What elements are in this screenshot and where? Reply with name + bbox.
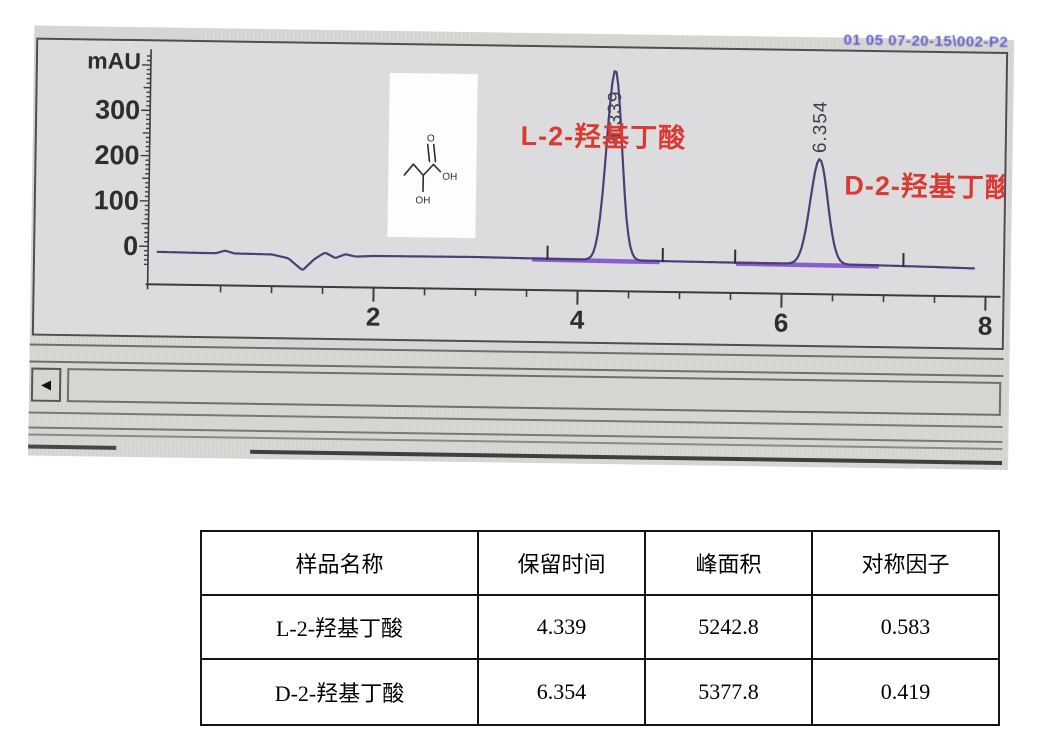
left-arrow-icon: ◀ <box>41 376 52 392</box>
chromatogram-photo: 01 05 07-20-15\002-P2 0 100 200 300 mAU 2 4 6 8 O… <box>28 25 1015 471</box>
table-cell: D-2-羟基丁酸 <box>200 658 479 726</box>
table-header-row: 样品名称 保留时间 峰面积 对称因子 <box>200 530 1000 596</box>
svg-text:0: 0 <box>123 231 138 261</box>
table-cell: 4.339 <box>477 594 646 660</box>
panel-divider-bar <box>28 411 1003 443</box>
table-header-cell: 峰面积 <box>644 530 813 596</box>
svg-text:OH: OH <box>442 172 457 183</box>
table-cell: 5242.8 <box>644 594 813 660</box>
table-cell: 6.354 <box>477 658 646 726</box>
scroll-left-button[interactable]: ◀ <box>30 367 62 402</box>
horizontal-scrollbar-track[interactable] <box>66 368 1002 416</box>
table-row: D-2-羟基丁酸 6.354 5377.8 0.419 <box>200 658 1000 726</box>
svg-text:OH: OH <box>415 195 430 206</box>
peak-name-annotation: D-2-羟基丁酸 <box>844 170 1006 203</box>
peak-name-annotation: L-2-羟基丁酸 <box>520 120 686 153</box>
table-header-cell: 样品名称 <box>200 530 479 596</box>
chromatogram-frame: 0 100 200 300 mAU 2 4 6 8 O OH OH 4.339 6.354 L-2-羟基丁酸… <box>31 37 1009 350</box>
table-cell: L-2-羟基丁酸 <box>200 594 479 660</box>
panel-edge-left <box>28 444 117 450</box>
svg-text:4: 4 <box>570 305 585 335</box>
table-row: L-2-羟基丁酸 4.339 5242.8 0.583 <box>200 594 1000 660</box>
retention-time-label: 6.354 <box>810 100 832 153</box>
panel-edge-right <box>250 449 1003 465</box>
molecule-structure-inset: O OH OH <box>387 72 478 239</box>
svg-text:8: 8 <box>978 311 993 341</box>
detector-signal-trace <box>156 70 975 271</box>
table-cell: 0.419 <box>811 658 1000 726</box>
svg-text:100: 100 <box>94 185 140 216</box>
table-header-cell: 保留时间 <box>477 530 646 596</box>
table-header-cell: 对称因子 <box>811 530 1000 596</box>
svg-text:O: O <box>427 133 435 144</box>
svg-text:200: 200 <box>94 140 140 171</box>
svg-text:6: 6 <box>774 308 789 338</box>
table-cell: 5377.8 <box>644 658 813 726</box>
svg-text:mAU: mAU <box>87 47 141 74</box>
data-file-path: 01 05 07-20-15\002-P2 <box>843 31 1009 52</box>
svg-text:300: 300 <box>95 95 141 126</box>
table-cell: 0.583 <box>811 594 1000 660</box>
svg-text:2: 2 <box>366 302 381 332</box>
results-table: 样品名称 保留时间 峰面积 对称因子 L-2-羟基丁酸 4.339 5242.8 0.583 D… <box>200 530 1000 726</box>
